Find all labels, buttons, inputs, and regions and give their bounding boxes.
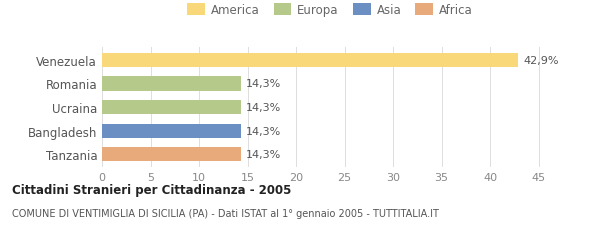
Text: COMUNE DI VENTIMIGLIA DI SICILIA (PA) - Dati ISTAT al 1° gennaio 2005 - TUTTITAL: COMUNE DI VENTIMIGLIA DI SICILIA (PA) - …: [12, 208, 439, 218]
Bar: [102, 77, 241, 91]
Bar: [102, 124, 241, 138]
Text: 14,3%: 14,3%: [245, 103, 281, 113]
Bar: [102, 101, 241, 115]
Text: 14,3%: 14,3%: [245, 126, 281, 136]
Bar: [102, 54, 518, 68]
Text: Cittadini Stranieri per Cittadinanza - 2005: Cittadini Stranieri per Cittadinanza - 2…: [12, 183, 292, 196]
Legend: America, Europa, Asia, Africa: America, Europa, Asia, Africa: [187, 4, 473, 17]
Bar: [102, 148, 241, 162]
Text: 42,9%: 42,9%: [523, 56, 559, 65]
Text: 14,3%: 14,3%: [245, 150, 281, 160]
Text: 14,3%: 14,3%: [245, 79, 281, 89]
